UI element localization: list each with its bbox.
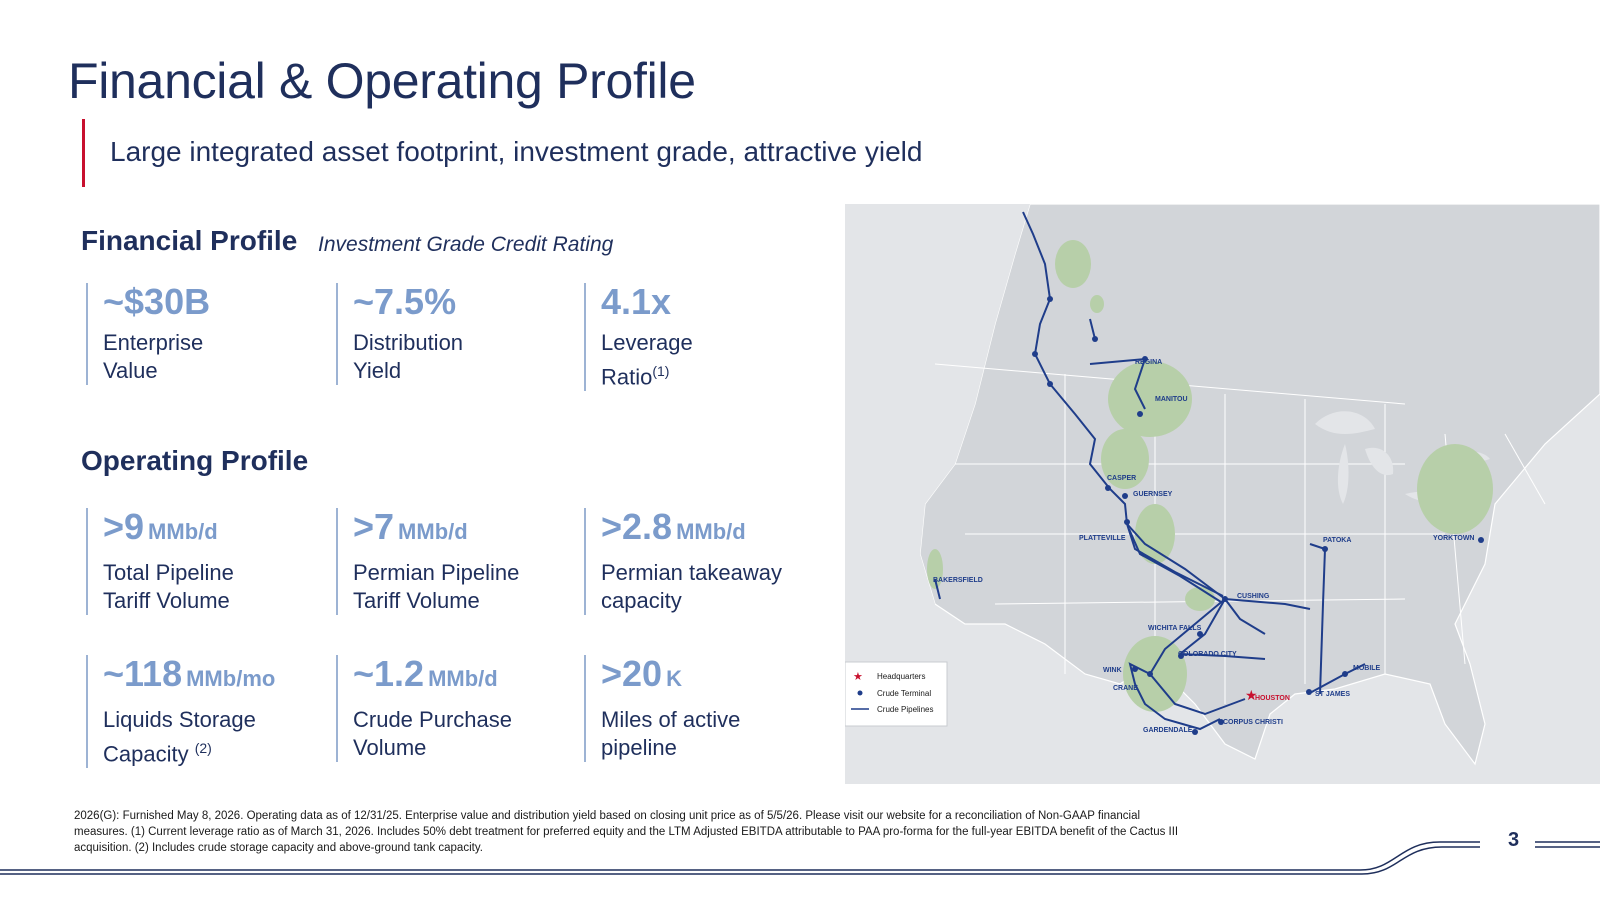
footnote-ref: (1) [652,363,670,379]
legend-pipeline-label: Crude Pipelines [877,705,933,714]
metric-label: Miles of active pipeline [601,707,741,760]
metric-total-pipeline-volume: >9 MMb/d Total Pipeline Tariff Volume [86,508,333,615]
metric-label: Permian Pipeline Tariff Volume [353,560,520,613]
page-title: Financial & Operating Profile [68,53,696,109]
headquarters-star: ★ [1245,688,1258,704]
page-subtitle: Large integrated asset footprint, invest… [110,136,923,167]
producing-basins [927,240,1493,712]
subtitle-accent-bar [82,119,85,187]
map-label-yorktown: YORKTOWN [1433,535,1474,542]
metric-value: >9 MMb/d [103,506,218,547]
footer-swoosh-lines [0,841,1600,875]
legend-terminal-icon [857,690,863,696]
metric-value: ~118 MMb/mo [103,653,276,694]
metric-crude-purchase: ~1.2 MMb/d Crude Purchase Volume [336,655,583,762]
map-label-wichita-falls: WICHITA FALLS [1148,625,1202,632]
metric-label: Permian takeaway capacity [601,560,782,613]
metric-value: >20 K [601,653,682,694]
map-label-colorado-city: COLORADO CITY [1178,651,1237,658]
credit-rating-note: Investment Grade Credit Rating [318,233,614,256]
map-label-st-james: ST JAMES [1315,691,1350,698]
map-label-cushing: CUSHING [1237,593,1270,600]
map-label-crane: CRANE [1113,685,1138,692]
operating-profile-heading: Operating Profile [81,445,309,476]
page-number: 3 [1508,829,1520,851]
crude-terminals [1032,296,1484,735]
map-label-corpus-christi: CORPUS CHRISTI [1223,719,1283,726]
ocean-left [845,204,1030,784]
metric-leverage-ratio: 4.1x Leverage Ratio(1) [584,281,831,392]
legend-star-icon: ★ [853,670,863,683]
map-label-regina: REGINA [1135,359,1162,366]
map-label-manitou: MANITOU [1155,396,1188,403]
map-label-patoka: PATOKA [1323,537,1351,544]
metric-label: Distribution Yield [353,330,464,383]
map-label-guernsey: GUERNSEY [1133,491,1173,498]
metric-value: 4.1x [601,281,672,322]
metric-value: ~1.2 MMb/d [353,653,498,694]
metric-label: Liquids Storage Capacity (2) [103,707,256,767]
metric-label: Enterprise Value [103,330,204,383]
footnote: 2026(G): Furnished May 8, 2026. Operatin… [74,810,1179,854]
metric-liquids-storage: ~118 MMb/mo Liquids Storage Capacity (2) [86,653,333,769]
asset-map-svg: ★ REGINA MANITOU CASPER GUERNSEY PLATTEV… [845,204,1600,784]
financial-profile-heading: Financial Profile [81,225,298,256]
legend-headquarters-label: Headquarters [877,672,925,681]
metric-value: >2.8 MMb/d [601,506,746,547]
map-label-houston: HOUSTON [1255,695,1290,702]
crude-pipelines [934,211,1366,731]
metric-permian-takeaway: >2.8 MMb/d Permian takeaway capacity [584,508,831,615]
map-label-casper: CASPER [1107,475,1136,482]
legend-terminal-label: Crude Terminal [877,689,931,698]
metric-value: ~7.5% [353,281,457,322]
metric-value: ~$30B [103,281,211,322]
map-label-bakersfield: BAKERSFIELD [933,577,983,584]
map-label-wink: WINK [1103,667,1122,674]
map-label-platteville: PLATTEVILLE [1079,535,1126,542]
metric-enterprise-value: ~$30B Enterprise Value [86,283,333,385]
asset-map: ★ REGINA MANITOU CASPER GUERNSEY PLATTEV… [845,204,1600,784]
metric-value: >7 MMb/d [353,506,468,547]
map-label-gardendale: GARDENDALE [1143,727,1193,734]
metric-label: Crude Purchase Volume [353,707,512,760]
footnote-ref: (2) [194,740,212,756]
metric-label: Total Pipeline Tariff Volume [103,560,234,613]
metric-label: Leverage Ratio(1) [601,330,693,390]
metric-distribution-yield: ~7.5% Distribution Yield [336,283,583,385]
metric-pipeline-miles: >20 K Miles of active pipeline [584,655,831,762]
metric-permian-pipeline-volume: >7 MMb/d Permian Pipeline Tariff Volume [336,508,583,615]
map-legend: ★ Headquarters Crude Terminal Crude Pipe… [845,661,948,727]
map-label-mobile: MOBILE [1353,665,1381,672]
